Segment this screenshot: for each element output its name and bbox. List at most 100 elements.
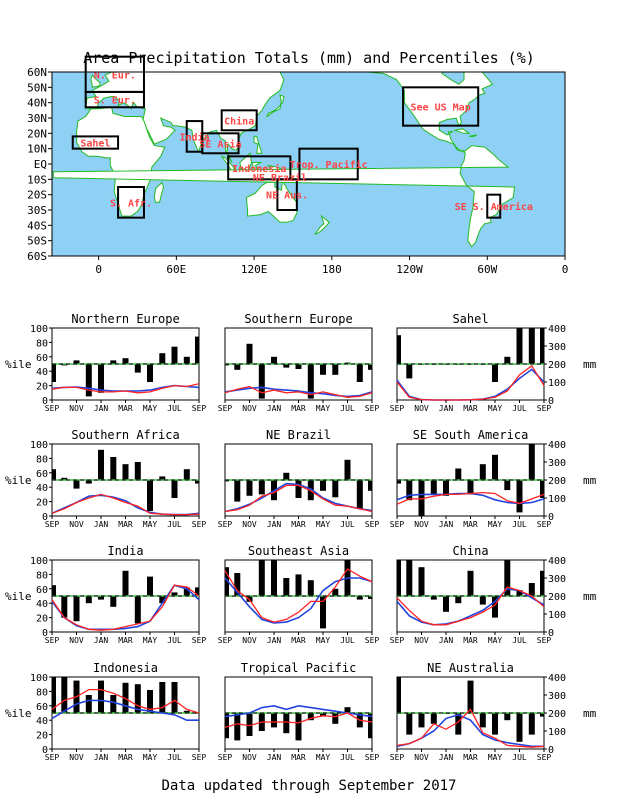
percentile-bar	[397, 480, 401, 484]
percentile-bar	[258, 480, 265, 495]
percentile-bar	[52, 677, 56, 713]
pct-tick-label: 100	[30, 556, 48, 567]
x-tick-label: SEP	[192, 753, 207, 762]
x-tick-label: JUL	[167, 636, 182, 645]
x-tick-label: JUL	[512, 404, 527, 413]
percentile-bar	[516, 480, 523, 513]
percentile-bar	[320, 713, 326, 717]
x-tick-label: JUL	[512, 636, 527, 645]
percentile-bar	[134, 684, 141, 713]
landmass-15	[469, 134, 478, 137]
region-label-4: China	[224, 115, 254, 127]
pct-axis-label: %ile	[5, 707, 32, 720]
percentile-bar	[234, 573, 241, 596]
x-tick-label: SEP	[192, 404, 207, 413]
lat-label-3: 30N	[27, 112, 47, 125]
percentile-bar	[283, 578, 290, 596]
lat-label-11: 50S	[27, 235, 47, 248]
pct-tick-label: 80	[36, 454, 48, 465]
percentile-bar	[271, 560, 277, 596]
percentile-bar	[479, 713, 486, 728]
pct-tick-label: 60	[36, 585, 48, 596]
landmass-4	[265, 94, 285, 118]
panel-title: Sahel	[452, 312, 488, 326]
percentile-bar	[183, 469, 190, 480]
landmass-5	[239, 152, 253, 171]
percentile-bar	[332, 713, 339, 724]
landmass-16	[52, 145, 516, 248]
percentile-bar	[98, 364, 104, 393]
panel-southern-europe: Southern Europe SEP NOV JAN MAR MAY JUL SEP	[218, 312, 380, 413]
lon-label-2: 120E	[241, 263, 268, 276]
x-tick-label: MAR	[118, 753, 133, 762]
x-tick-label: SEP	[218, 636, 233, 645]
percentile-bar	[406, 364, 413, 379]
percentile-bar	[430, 596, 437, 600]
x-tick-label: NOV	[69, 520, 84, 529]
panel-title: NE Brazil	[266, 428, 331, 442]
x-tick-label: JUL	[167, 753, 182, 762]
pct-tick-label: 40	[36, 367, 48, 378]
percentile-bar	[492, 364, 498, 382]
x-tick-label: MAY	[316, 404, 331, 413]
percentile-bar	[492, 454, 498, 480]
mm-tick-label: 0	[548, 745, 554, 756]
percentile-bar	[85, 480, 92, 484]
x-tick-label: SEP	[390, 520, 405, 529]
percentile-bar	[195, 480, 199, 484]
mm-axis-label: mm	[583, 358, 597, 371]
x-tick-label: JAN	[94, 753, 109, 762]
region-panels: Northern Europe SEP NOV JAN MAR MAY JUL SEP 0 20 4…	[5, 312, 597, 762]
x-tick-label: SEP	[365, 636, 380, 645]
percentile-bar	[246, 480, 253, 496]
percentile-bar	[283, 472, 290, 480]
total-precip-line	[51, 688, 200, 714]
x-tick-label: JUL	[340, 636, 355, 645]
pct-tick-label: 60	[36, 702, 48, 713]
x-tick-label: JAN	[267, 753, 282, 762]
percentile-bar	[283, 713, 290, 734]
percentile-bar	[492, 596, 498, 618]
percentile-bar	[122, 570, 129, 596]
pct-tick-label: 20	[36, 498, 48, 509]
lat-label-6: EQ	[34, 158, 47, 171]
percentile-bar	[225, 567, 229, 596]
percentile-bar	[61, 596, 68, 618]
landmass-10	[253, 135, 263, 154]
x-tick-label: SEP	[537, 636, 552, 645]
x-tick-label: SEP	[218, 404, 233, 413]
mm-tick-label: 400	[548, 673, 566, 684]
percentile-bar	[307, 713, 314, 721]
mm-tick-label: 100	[548, 727, 566, 738]
percentile-bar	[455, 713, 462, 735]
region-box-2	[71, 135, 120, 150]
percentile-bar	[183, 710, 190, 713]
percentile-bar	[307, 580, 314, 596]
x-tick-label: JUL	[340, 520, 355, 529]
x-tick-label: SEP	[537, 520, 552, 529]
mm-tick-label: 400	[548, 556, 566, 567]
x-tick-label: NOV	[414, 753, 429, 762]
percentile-bar	[406, 480, 413, 501]
x-tick-label: JAN	[94, 404, 109, 413]
panel-title: Southern Africa	[71, 428, 179, 442]
normal-precip-line	[224, 386, 373, 398]
pct-tick-label: 80	[36, 687, 48, 698]
panel-title: Northern Europe	[71, 312, 179, 326]
region-label-1: S. Eur.	[94, 96, 136, 107]
percentile-bar	[134, 596, 141, 624]
x-tick-label: JAN	[94, 520, 109, 529]
percentile-bar	[430, 713, 437, 724]
panel-title: China	[452, 544, 488, 558]
percentile-bar	[171, 480, 178, 498]
total-precip-line	[51, 383, 200, 394]
total-precip-line	[396, 586, 545, 626]
percentile-bar	[110, 695, 117, 713]
x-tick-label: MAR	[118, 520, 133, 529]
x-tick-label: MAR	[291, 520, 306, 529]
pct-tick-label: 60	[36, 353, 48, 364]
panel-title: Southern Europe	[244, 312, 352, 326]
x-tick-label: SEP	[45, 753, 60, 762]
